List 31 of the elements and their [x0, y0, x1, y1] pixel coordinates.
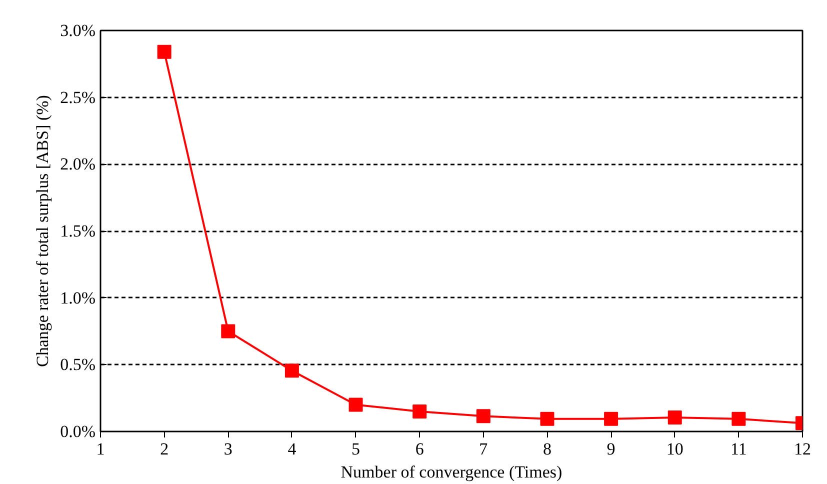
x-tick-label: 3 — [224, 440, 232, 458]
y-tick-label: 0.0% — [60, 422, 96, 441]
x-tick-label: 5 — [352, 440, 360, 458]
y-tick-label: 2.5% — [60, 88, 96, 107]
y-tick-label: 1.0% — [60, 288, 96, 308]
point — [668, 410, 682, 424]
x-tick-label: 8 — [542, 440, 552, 458]
point — [348, 398, 363, 412]
point — [540, 412, 554, 426]
y-tick-label: 0.5% — [60, 355, 96, 374]
point — [604, 412, 618, 426]
x-tick-label: 4 — [288, 440, 297, 458]
point — [284, 364, 299, 378]
x-tick-label: 6 — [415, 440, 424, 458]
x-axis-title: Number of convergence (Times) — [340, 462, 562, 482]
point — [476, 409, 490, 424]
point — [412, 404, 427, 418]
y-tick-label: 3.0% — [60, 21, 96, 40]
x-tick-label: 2 — [160, 440, 169, 458]
point — [221, 324, 236, 338]
y-tick-label: 2.0% — [60, 154, 96, 174]
x-tick-label: 9 — [606, 440, 616, 458]
y-axis-title: Change rater of total surplus [ABS] (%) — [33, 95, 52, 367]
x-tick-label: 1 — [96, 440, 105, 458]
y-tick-label: 1.5% — [60, 222, 96, 240]
x-tick-label: 12 — [794, 440, 811, 458]
x-tick-label: 7 — [479, 440, 488, 458]
x-tick-label: 11 — [730, 440, 747, 458]
point — [732, 412, 746, 426]
point — [157, 44, 172, 59]
x-tick-label: 10 — [666, 440, 684, 458]
